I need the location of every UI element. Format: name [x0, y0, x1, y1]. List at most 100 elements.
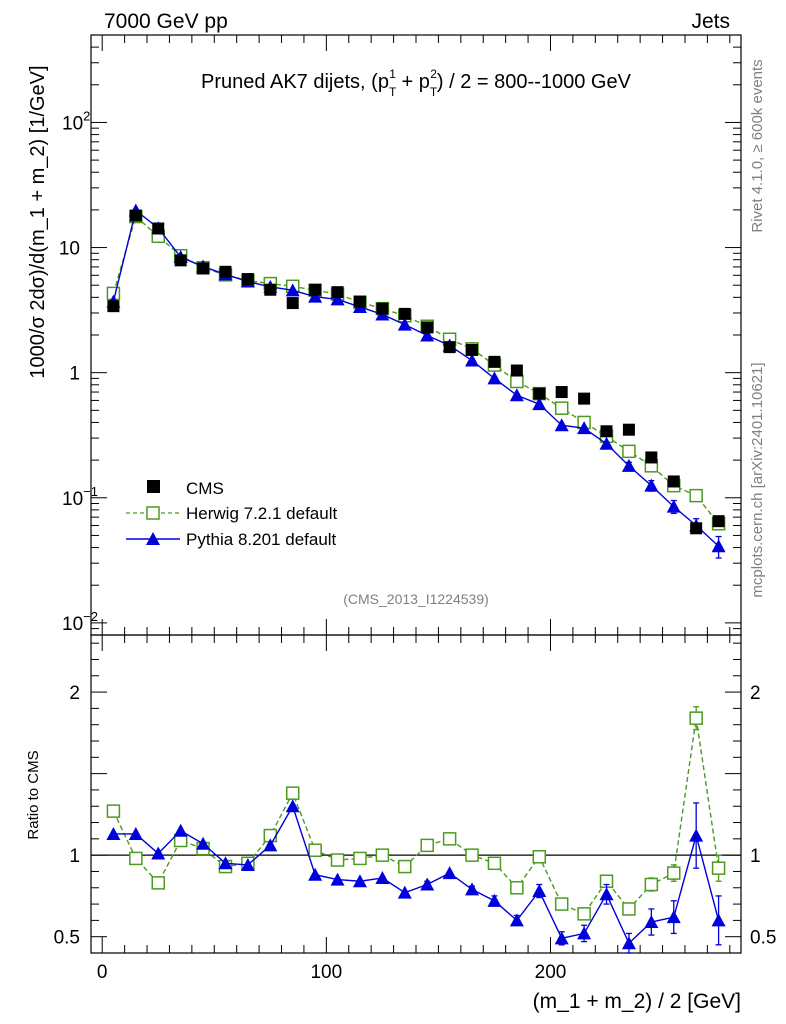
herwig-ratio-point: [465, 848, 479, 862]
ratio-y-tick-label-right: 1: [750, 846, 761, 867]
herwig-ratio-point: [285, 786, 300, 800]
cms-point: [241, 273, 254, 286]
pythia-ratio-point: [263, 838, 278, 852]
cms-point: [107, 300, 120, 313]
herwig-ratio-point: [510, 881, 524, 895]
pythia-ratio-point: [173, 823, 188, 837]
pythia-ratio-point: [128, 826, 143, 840]
pythia-ratio-point: [711, 913, 726, 927]
herwig-ratio-point: [129, 851, 143, 866]
pythia-ratio-point: [599, 887, 614, 901]
herwig-ratio-point: [622, 902, 636, 916]
ratio-y-axis-label: Ratio to CMS: [25, 750, 42, 839]
herwig-ratio-point: [353, 851, 367, 866]
cms-point: [174, 254, 187, 267]
pythia-point: [509, 388, 524, 402]
cms-point: [645, 451, 658, 464]
pythia-ratio-point: [330, 872, 345, 886]
herwig-ratio-point: [554, 897, 569, 911]
main-y-tick-labels: 10−2 10−1 1 10 102: [59, 108, 98, 634]
cms-point: [331, 286, 344, 299]
y-tick-label: 102: [62, 108, 90, 134]
herwig-ratio-point: [420, 838, 434, 853]
pythia-point: [599, 436, 614, 450]
pythia-point: [330, 292, 345, 306]
herwig-ratio-point: [151, 876, 165, 890]
pythia-point: [711, 539, 726, 553]
ratio-axis-ticks: [91, 635, 741, 954]
y-tick-label: 1: [69, 364, 80, 385]
pythia-ratio-point: [196, 836, 211, 850]
x-tick-label: 100: [310, 962, 342, 983]
cms-point: [510, 364, 523, 377]
cms-point: [488, 355, 501, 368]
pythia-ratio-point: [666, 910, 681, 924]
herwig-ratio-point: [398, 859, 412, 874]
pythia-ratio-point: [442, 866, 457, 880]
ratio-y-tick-label-left: 2: [69, 683, 80, 704]
ratio-y-tick-label-right: 0.5: [750, 928, 776, 949]
herwig-point: [622, 444, 636, 459]
cms-point: [398, 307, 411, 320]
herwig-ratio-point: [308, 843, 322, 858]
pythia-point: [487, 371, 502, 385]
herwig-ratio-point: [442, 832, 457, 846]
pythia-point: [577, 421, 592, 435]
legend-cms-marker: [147, 480, 160, 493]
cms-point: [533, 387, 546, 400]
cms-point: [264, 283, 277, 296]
cms-point: [667, 475, 680, 488]
pythia-ratio-point: [352, 874, 367, 888]
pythia-ratio-point: [308, 867, 323, 881]
pythia-ratio-point: [532, 884, 547, 898]
herwig-point: [689, 488, 703, 503]
pythia-point: [397, 317, 412, 331]
pythia-ratio-point: [420, 877, 435, 891]
ratio-y-tick-label-right: 2: [750, 683, 761, 704]
x-tick-labels: 0 100 200: [97, 962, 566, 983]
cms-point: [600, 425, 613, 438]
ratio-y-tick-labels: 0.5 0.5 1 1 2 2: [54, 683, 777, 949]
cms-point: [466, 343, 479, 356]
main-axis-ticks: [91, 34, 741, 636]
herwig-point: [554, 401, 569, 415]
cms-point: [578, 392, 591, 405]
herwig-ratio-point: [667, 866, 681, 880]
pythia-line: [112, 209, 720, 547]
cms-point: [443, 341, 456, 354]
cms-point: [197, 262, 210, 275]
ratio-y-tick-label-left: 0.5: [54, 928, 80, 949]
legend-herwig-label: Herwig 7.2.1 default: [186, 504, 337, 523]
legend-pythia-marker: [146, 532, 160, 545]
cms-point: [353, 295, 366, 308]
pythia-ratio-point: [240, 857, 255, 871]
pythia-ratio-point: [487, 893, 502, 907]
pythia-ratio-line: [113, 804, 720, 945]
y-tick-label: 10−1: [62, 484, 98, 510]
pythia-point: [554, 418, 569, 432]
pythia-point: [621, 458, 636, 472]
chart-title: Pruned AK7 dijets, (pT1 + pT2) / 2 = 800…: [201, 67, 632, 99]
y-tick-label: 10−2: [62, 609, 98, 635]
main-series: [106, 203, 726, 559]
cms-point: [622, 423, 635, 436]
cms-point: [712, 515, 725, 528]
herwig-ratio-point: [689, 711, 703, 725]
herwig-ratio-point: [577, 907, 591, 921]
rivet-label: Rivet 4.1.0, ≥ 600k events: [749, 59, 766, 232]
cms-point: [129, 209, 142, 222]
x-tick-label: 0: [97, 962, 108, 983]
pythia-ratio-point: [621, 936, 636, 950]
herwig-ratio-point: [106, 804, 121, 818]
cms-point: [286, 297, 299, 310]
pythia-ratio-point: [218, 856, 233, 870]
cms-point: [555, 386, 568, 399]
herwig-line: [112, 215, 720, 525]
pythia-point: [465, 353, 480, 367]
pythia-point: [420, 328, 435, 342]
pythia-point: [308, 289, 323, 303]
ratio-series: [106, 706, 726, 954]
cms-point: [152, 222, 165, 235]
header-right: Jets: [691, 10, 730, 33]
